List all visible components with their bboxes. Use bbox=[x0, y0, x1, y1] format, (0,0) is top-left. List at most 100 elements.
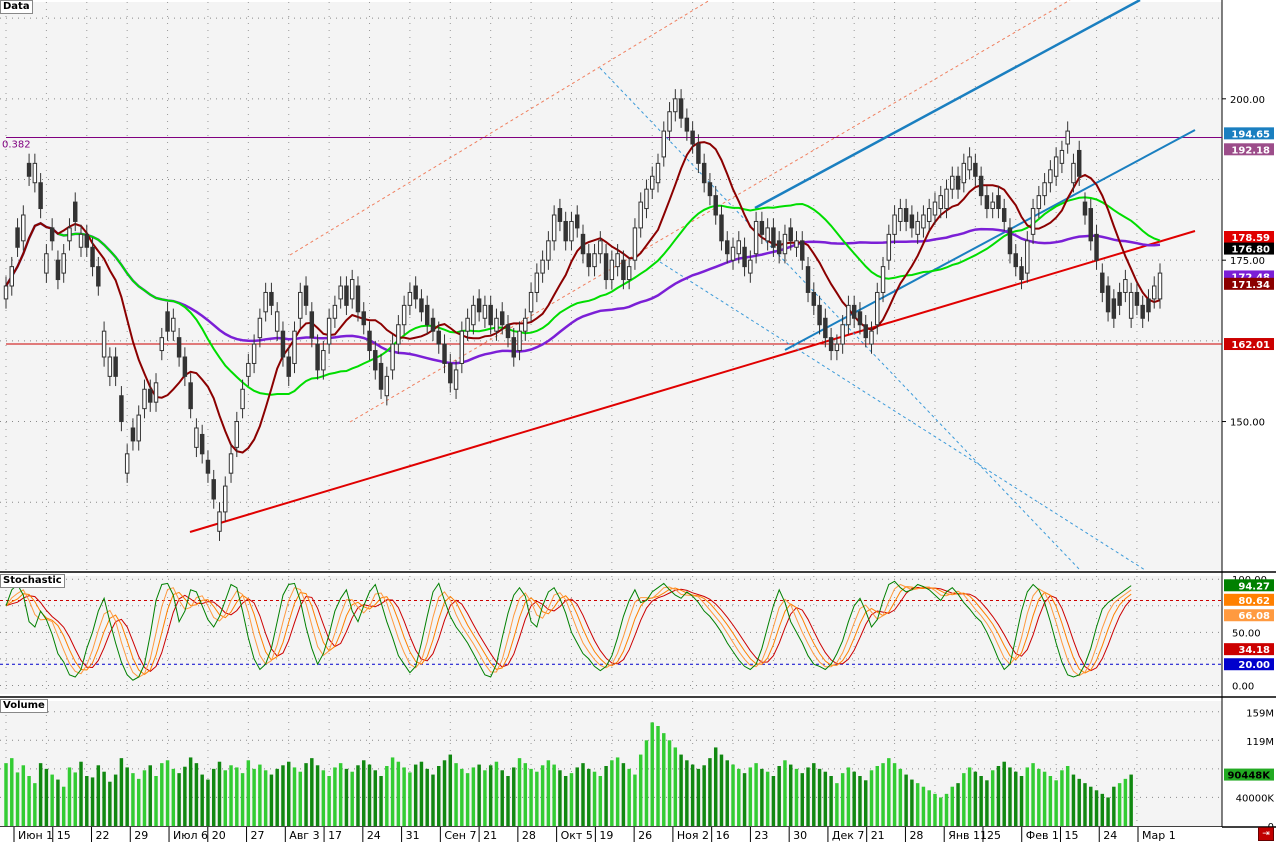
volume-bar bbox=[258, 764, 262, 826]
candle-body bbox=[1076, 149, 1082, 177]
candle-body bbox=[563, 220, 568, 242]
candle-body bbox=[863, 324, 868, 339]
candle-body bbox=[407, 291, 413, 306]
volume-bar bbox=[887, 758, 891, 826]
candle-body bbox=[453, 369, 459, 390]
volume-bar bbox=[765, 771, 770, 826]
stoch-value-tag bbox=[1224, 593, 1274, 606]
volume-bar bbox=[956, 783, 960, 826]
volume-bar bbox=[898, 768, 903, 826]
x-tick-label: 20 bbox=[212, 829, 226, 842]
volume-bar bbox=[794, 768, 799, 826]
volume-bar bbox=[21, 765, 26, 826]
volume-bar bbox=[788, 764, 793, 826]
candle-body bbox=[788, 227, 793, 242]
volume-bar bbox=[90, 777, 95, 826]
candle-body bbox=[667, 111, 672, 132]
candle-body bbox=[661, 130, 667, 158]
volume-bar bbox=[448, 754, 453, 826]
candle-body bbox=[851, 304, 857, 319]
candle-body bbox=[603, 253, 609, 281]
volume-tick-label: 159M bbox=[1246, 708, 1274, 719]
candle-body bbox=[274, 311, 280, 332]
candle-body bbox=[650, 175, 655, 190]
candle-body bbox=[846, 304, 851, 326]
candle-body bbox=[1134, 291, 1140, 306]
candle-body bbox=[1094, 233, 1099, 261]
candle-body bbox=[430, 317, 436, 332]
volume-bar bbox=[50, 774, 54, 826]
stoch-value-label: 80.62 bbox=[1238, 596, 1270, 607]
panel-menu-button[interactable]: ⇥ bbox=[1258, 827, 1274, 841]
volume-bar bbox=[737, 768, 741, 826]
volume-bar bbox=[477, 764, 481, 826]
candle-body bbox=[1123, 279, 1128, 293]
candle-body bbox=[211, 479, 216, 500]
volume-bar bbox=[552, 764, 556, 826]
volume-bar bbox=[315, 765, 320, 826]
volume-bar bbox=[910, 779, 914, 826]
volume-bar bbox=[269, 774, 274, 826]
candle-body bbox=[436, 330, 441, 345]
candle-body bbox=[638, 201, 643, 229]
volume-bar bbox=[344, 768, 349, 826]
candle-body bbox=[1111, 298, 1117, 319]
stoch-value-label: 20.00 bbox=[1238, 660, 1270, 671]
x-tick-label: Фев 1 bbox=[1026, 829, 1059, 842]
candle-body bbox=[361, 311, 366, 326]
volume-bar bbox=[875, 766, 880, 826]
candle-body bbox=[511, 337, 516, 358]
volume-bar bbox=[79, 761, 83, 826]
x-tick-label: 27 bbox=[251, 829, 265, 842]
candle-body bbox=[875, 291, 880, 326]
candle-body bbox=[840, 324, 845, 345]
volume-bar bbox=[662, 733, 666, 826]
candle-body bbox=[499, 311, 505, 326]
candle-body bbox=[298, 291, 303, 319]
volume-bar bbox=[4, 763, 8, 826]
candle-body bbox=[1117, 291, 1122, 306]
x-tick-label: Ноя 2 bbox=[677, 829, 709, 842]
candle-body bbox=[932, 201, 938, 216]
volume-bar bbox=[217, 761, 222, 826]
candle-body bbox=[90, 246, 95, 268]
candle-body bbox=[834, 343, 840, 352]
x-tick-label: 28 bbox=[909, 829, 923, 842]
candle-body bbox=[378, 362, 384, 390]
candle-body bbox=[442, 343, 447, 364]
volume-bar bbox=[690, 764, 695, 826]
volume-bar bbox=[812, 763, 816, 826]
volume-bar bbox=[529, 768, 533, 826]
candle-body bbox=[655, 162, 661, 184]
candle-body bbox=[384, 375, 390, 397]
stoch-tick-label: 0.00 bbox=[1232, 681, 1254, 692]
candle-body bbox=[551, 214, 557, 242]
volume-bar bbox=[148, 765, 152, 826]
candle-body bbox=[240, 388, 245, 410]
volume-bar bbox=[973, 771, 978, 826]
volume-bar bbox=[160, 763, 164, 826]
volume-bar bbox=[200, 774, 204, 826]
volume-bar bbox=[742, 773, 747, 826]
candle-body bbox=[1140, 304, 1145, 319]
price-tag-label: 171.34 bbox=[1231, 280, 1270, 291]
candle-body bbox=[205, 459, 211, 474]
volume-bar bbox=[760, 768, 764, 826]
down-channel-upper bbox=[599, 67, 1081, 571]
y-tick-label: 175.00 bbox=[1230, 256, 1265, 267]
candle-body bbox=[61, 253, 66, 274]
volume-panel-title: Volume bbox=[0, 699, 48, 713]
volume-bar bbox=[921, 786, 926, 826]
volume-bar bbox=[1065, 766, 1070, 826]
candle-body bbox=[38, 182, 43, 210]
price-panel-title: Data bbox=[0, 0, 33, 14]
candle-body bbox=[586, 253, 592, 268]
volume-bar bbox=[517, 758, 522, 826]
candle-body bbox=[903, 208, 909, 222]
x-tick-label: Мар 1 bbox=[1142, 829, 1176, 842]
volume-bar bbox=[546, 760, 551, 826]
candle-body bbox=[505, 324, 511, 339]
x-tick-label: 23 bbox=[754, 829, 768, 842]
volume-bar bbox=[858, 776, 862, 826]
volume-bar bbox=[102, 771, 106, 826]
